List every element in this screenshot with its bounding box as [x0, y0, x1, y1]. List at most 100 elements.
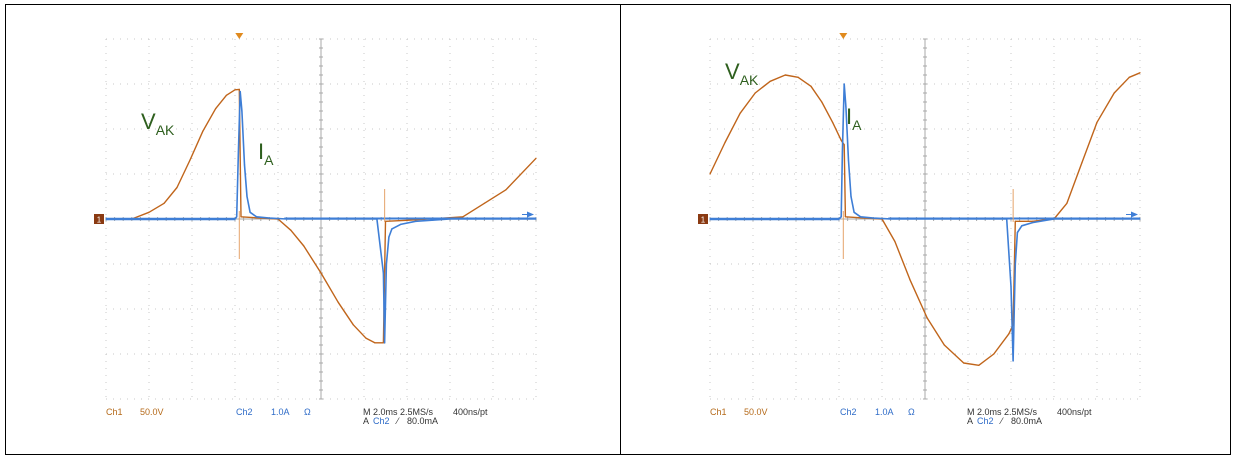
point-IA [850, 195, 852, 198]
point-IA [841, 150, 844, 153]
point-VAK [1139, 72, 1141, 74]
point-VAK [374, 342, 376, 344]
point-IA [859, 216, 862, 218]
point-VAK [303, 245, 305, 247]
point-VAK [535, 157, 537, 159]
trace-IA [710, 83, 1140, 362]
readout-trigger-label: A [363, 416, 369, 426]
trigger-position-marker [839, 33, 848, 39]
point-VAK [784, 74, 786, 76]
point-IA [1014, 263, 1016, 265]
point-VAK [844, 216, 847, 218]
readout-trigger-ch: Ch2 [977, 416, 994, 426]
readout-ch2-coupling: Ω [908, 407, 915, 417]
point-VAK [234, 89, 236, 91]
point-VAK [148, 211, 150, 213]
label-subscript: AK [740, 72, 759, 88]
point-VAK [797, 76, 799, 78]
readout-ch2-scale: 1.0A [271, 407, 290, 417]
label-IA: IA [258, 139, 274, 168]
trigger-position-marker [235, 33, 244, 39]
point-VAK [724, 141, 726, 144]
point-IA [382, 272, 384, 274]
point-VAK [1031, 220, 1034, 222]
point-IA [239, 91, 241, 93]
point-VAK [163, 202, 165, 204]
point-VAK [739, 112, 741, 114]
ground-reference-marker: 1 [698, 214, 708, 225]
scope-readout: Ch1 50.0V Ch2 1.0A Ω M 2.0ms 2.5MS/s 400ns/pt A… [106, 407, 488, 426]
point-VAK [769, 80, 771, 82]
point-IA [872, 217, 874, 219]
label-main: V [725, 59, 740, 84]
readout-trigger-level: 80.0mA [407, 416, 438, 426]
point-VAK [382, 342, 384, 344]
point-VAK [1128, 76, 1130, 78]
point-VAK [176, 186, 178, 189]
readout-ch2-coupling: Ω [304, 407, 311, 417]
readout-trigger-level: 80.0mA [1011, 416, 1042, 426]
label-main: I [258, 139, 264, 164]
readout-ch2: Ch2 [236, 407, 253, 417]
point-VAK [384, 220, 387, 222]
point-IA [268, 217, 270, 219]
point-VAK [1081, 162, 1083, 164]
point-IA [1031, 222, 1034, 224]
ground-reference-marker: 1 [94, 214, 104, 225]
point-VAK [993, 353, 995, 355]
point-VAK [505, 189, 507, 191]
readout-timebase: M 2.0ms 2.5MS/s [363, 407, 434, 417]
point-VAK [1014, 220, 1016, 222]
label-subscript: A [852, 117, 862, 133]
point-VAK [894, 240, 896, 243]
readout-trigger-slope: ⁄ [395, 416, 400, 426]
point-VAK [1008, 333, 1010, 335]
point-VAK [406, 219, 408, 221]
point-VAK [215, 108, 217, 110]
ground-marker-label: 1 [701, 216, 706, 225]
point-IA [388, 236, 390, 238]
point-VAK [337, 301, 339, 303]
point-VAK [1066, 202, 1068, 204]
oscilloscope-plot-left: VAK IA 1 Ch1 50.0V Ch2 1.0A Ω M 2.0ms 2.5MS/s 400… [86, 29, 546, 439]
point-VAK [483, 202, 485, 204]
point-VAK [754, 92, 756, 94]
point-IA [243, 164, 246, 166]
point-IA [853, 211, 855, 213]
readout-record: 400ns/pt [1057, 407, 1092, 417]
point-VAK [943, 344, 945, 346]
point-IA [399, 223, 402, 225]
point-IA [415, 220, 417, 222]
point-VAK [225, 94, 227, 96]
point-VAK [238, 88, 240, 90]
readout-ch1-scale: 50.0V [744, 407, 768, 417]
point-VAK [462, 216, 464, 218]
readout-ch1-scale: 50.0V [140, 407, 164, 417]
point-VAK [821, 101, 823, 103]
point-IA [1016, 231, 1019, 234]
readout-trigger-label: A [967, 416, 973, 426]
point-IA [391, 228, 393, 230]
series-VAK [709, 72, 1141, 366]
point-VAK [189, 159, 191, 162]
readout-record: 400ns/pt [453, 407, 488, 417]
readout-ch1: Ch1 [106, 407, 123, 417]
label-VAK: VAK [725, 59, 759, 88]
point-VAK [202, 130, 204, 132]
point-VAK [1113, 92, 1115, 94]
point-VAK [843, 144, 845, 146]
readout-ch1: Ch1 [710, 407, 727, 417]
readout-ch2-scale: 1.0A [875, 407, 894, 417]
label-subscript: AK [156, 122, 175, 138]
readout-trigger-ch: Ch2 [373, 416, 390, 426]
point-VAK [909, 279, 911, 281]
point-IA [1021, 225, 1023, 227]
label-IA: IA [846, 104, 862, 133]
point-VAK [1096, 121, 1098, 123]
point-IA [845, 105, 847, 108]
point-IA [385, 263, 387, 265]
point-IA [255, 216, 258, 218]
point-IA [840, 216, 842, 218]
